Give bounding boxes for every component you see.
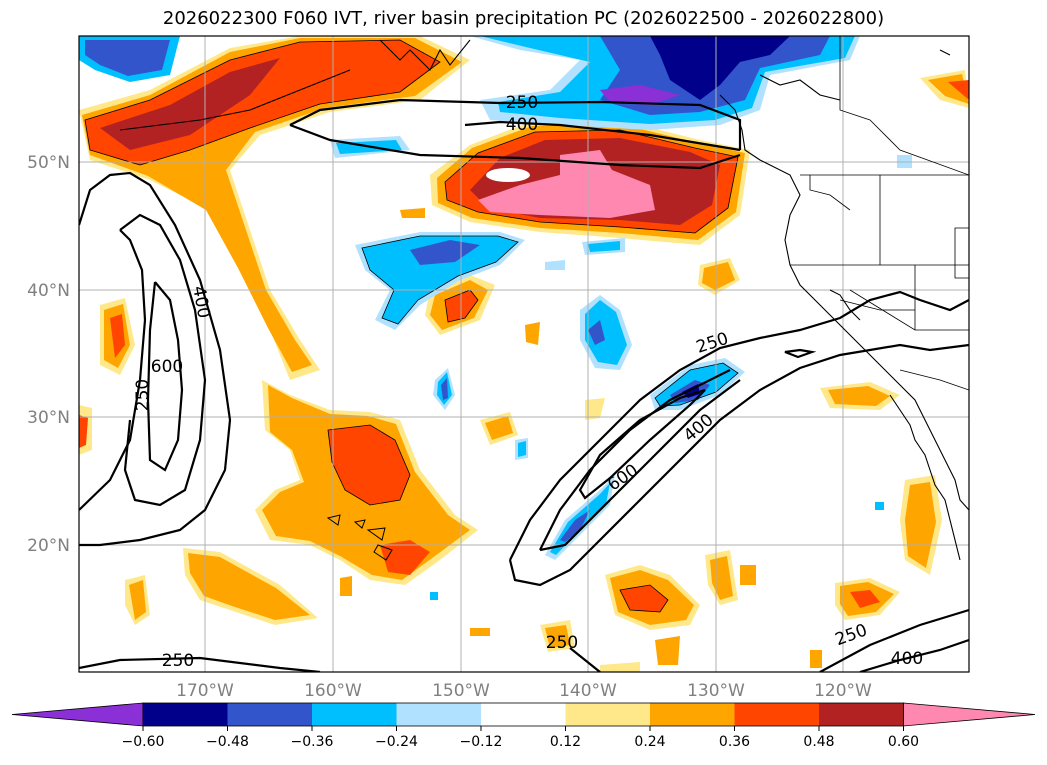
colorbar-segment <box>396 703 482 726</box>
hawaii-islands <box>326 514 393 561</box>
map-frame <box>78 35 970 673</box>
colorbar-tick-label: 0.36 <box>719 734 750 750</box>
ivt-contours <box>79 98 969 672</box>
contour-label: 400 <box>506 115 538 135</box>
longitude-labels: 170°W 160°W 150°W 140°W 130°W 120°W <box>176 681 872 701</box>
colorbar-frame <box>142 702 904 727</box>
contour-label: 250 <box>162 651 194 671</box>
lon-label: 140°W <box>559 681 617 701</box>
colorbar-tick-label: −0.48 <box>206 734 249 750</box>
colorbar-segment <box>565 703 651 726</box>
map-title: 2026022300 F060 IVT, river basin precipi… <box>162 8 885 29</box>
positive-pc-regions <box>79 36 969 672</box>
colorbar-segment <box>227 703 313 726</box>
colorbar-tick-label: −0.24 <box>375 734 418 750</box>
lon-label: 130°W <box>687 681 745 701</box>
lon-label: 160°W <box>304 681 362 701</box>
colorbar-tick-label: 0.24 <box>634 734 665 750</box>
pc-region-max <box>478 150 655 218</box>
latitude-labels: 50°N 40°N 30°N 20°N <box>27 153 70 556</box>
colorbar-segment <box>819 703 904 726</box>
colorbar-segment <box>143 703 228 726</box>
contour-label: 250 <box>133 379 153 411</box>
colorbar: −0.60 −0.48 −0.36 −0.24 −0.12 0.12 0.24 0.36 0.4… <box>11 702 1036 750</box>
colorbar-segment <box>734 703 820 726</box>
lat-label: 50°N <box>27 153 70 173</box>
graticule <box>79 36 969 672</box>
contour-label: 400 <box>891 649 923 669</box>
coastlines <box>119 39 969 561</box>
lon-label: 150°W <box>432 681 490 701</box>
colorbar-segment <box>481 703 566 726</box>
colorbar-extend-high <box>903 702 1036 727</box>
borders <box>790 36 969 391</box>
lon-label: 120°W <box>814 681 872 701</box>
colorbar-tick-label: 0.48 <box>803 734 834 750</box>
contour-label: 600 <box>151 357 183 377</box>
colorbar-tick-label: 0.12 <box>550 734 581 750</box>
contour-label: 250 <box>546 633 578 653</box>
colorbar-tick-label: −0.36 <box>291 734 334 750</box>
contour-label: 250 <box>506 93 538 113</box>
lat-label: 30°N <box>27 408 70 428</box>
colorbar-segment <box>650 703 735 726</box>
lat-label: 40°N <box>27 281 70 301</box>
colorbar-tick-label: 0.60 <box>888 734 919 750</box>
colorbar-tick-label: −0.12 <box>460 734 503 750</box>
colorbar-extend-low <box>11 702 144 727</box>
map-panel: 250 400 250 400 600 250 250 400 600 250 … <box>79 36 969 672</box>
colorbar-tick-label: −0.60 <box>122 734 165 750</box>
lat-label: 20°N <box>27 536 70 556</box>
lon-label: 170°W <box>176 681 234 701</box>
colorbar-segment <box>312 703 397 726</box>
